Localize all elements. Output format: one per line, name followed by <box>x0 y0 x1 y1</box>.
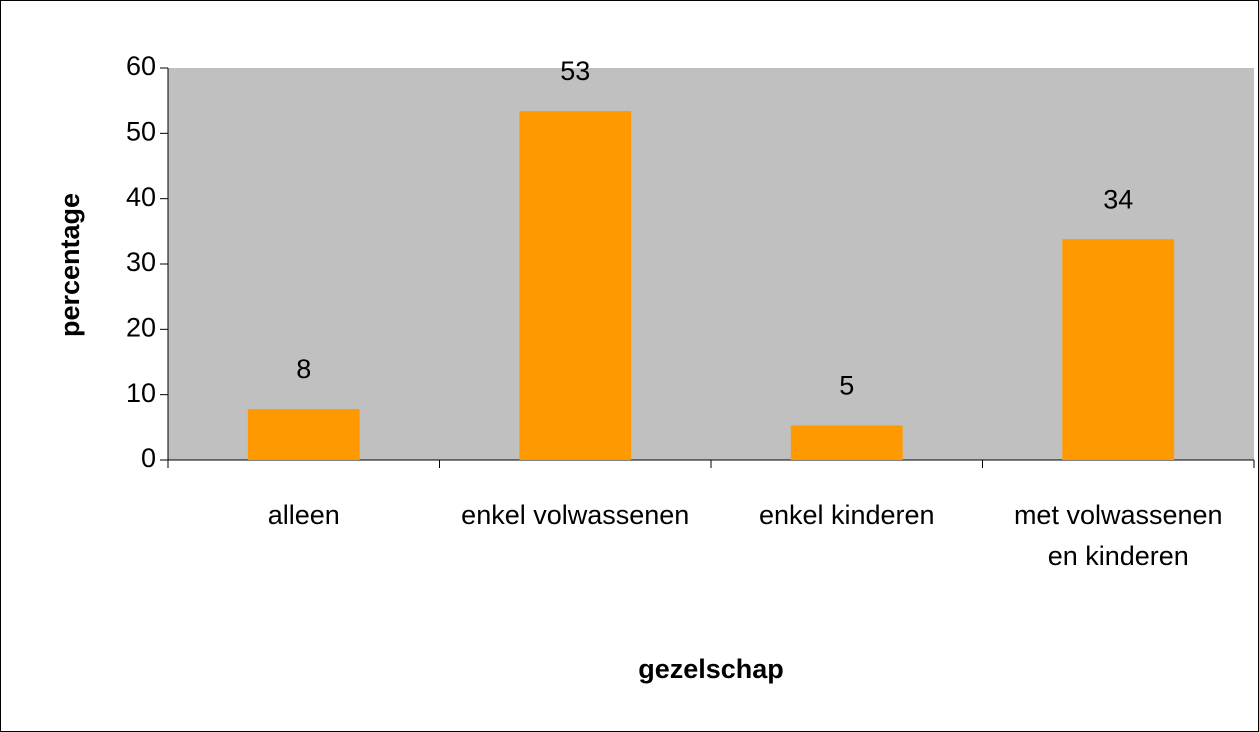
y-tick-label: 10 <box>126 378 156 408</box>
bar <box>790 425 903 460</box>
x-tick-label: alleen <box>267 500 340 530</box>
y-tick-label: 20 <box>126 312 156 342</box>
x-tick-label: enkel volwassenen <box>461 500 690 530</box>
x-axis-title: gezelschap <box>638 654 784 684</box>
x-tick-label: met volwassenen en kinderen <box>1013 500 1223 571</box>
y-axis-title: percentage <box>55 193 85 337</box>
y-tick-label: 40 <box>126 182 156 212</box>
data-label: 53 <box>560 56 590 86</box>
data-label: 5 <box>839 370 854 400</box>
bar <box>519 111 632 461</box>
bar <box>247 409 360 460</box>
data-label: 34 <box>1103 184 1133 214</box>
data-label: 8 <box>296 354 311 384</box>
y-tick-label: 50 <box>126 116 156 146</box>
bar <box>1062 239 1175 460</box>
y-tick-label: 60 <box>126 51 156 81</box>
x-tick-label: enkel kinderen <box>758 500 935 530</box>
y-tick-label: 30 <box>126 247 156 277</box>
y-tick-label: 0 <box>141 443 156 473</box>
